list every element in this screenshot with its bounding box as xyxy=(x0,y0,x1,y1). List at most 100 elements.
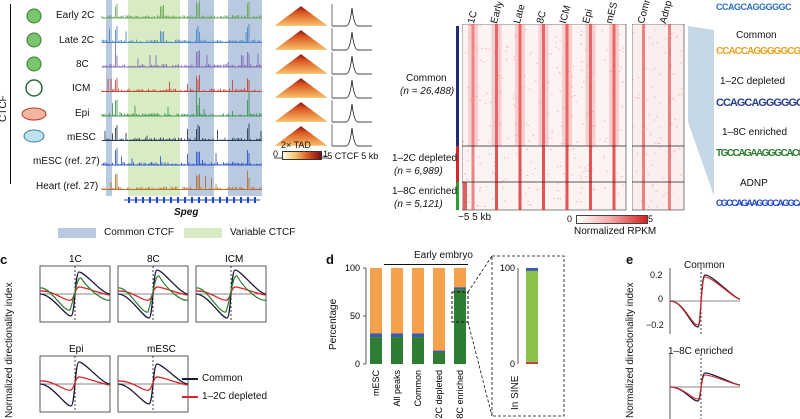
exon xyxy=(198,197,200,203)
bar-3-0 xyxy=(433,352,445,364)
heatmap-stripe-1 xyxy=(495,24,498,210)
bar-label-4: 1–8C enriched xyxy=(455,370,465,419)
exon xyxy=(212,197,214,203)
tad-triangle-4 xyxy=(273,101,329,123)
heatmap-column-0: 1C xyxy=(466,9,480,25)
heatmap-x-axis: −5 5 kb xyxy=(458,212,492,223)
group-bar-depleted xyxy=(456,146,459,182)
ctcf-profile-0 xyxy=(332,7,372,27)
exon xyxy=(226,197,228,203)
bar-3-2 xyxy=(433,268,445,351)
tad-scale-label: 2× TAD xyxy=(281,140,311,150)
variable-ctcf-highlight xyxy=(128,0,180,196)
panel-e-ylabel: Normalized directionality index xyxy=(625,282,636,418)
tad-triangle-5 xyxy=(273,125,329,147)
heatmap-column-6: mESC xyxy=(604,0,621,25)
sine-ytick-1: 100 xyxy=(500,263,515,273)
mesc-colony-icon xyxy=(23,129,45,143)
stage-label-late-2c: Late 2C xyxy=(59,35,95,46)
bar-1-0 xyxy=(391,337,403,364)
panel-c: c Normalized directionality index 1C 8C IC… xyxy=(0,250,320,419)
ctcf-profile-5 xyxy=(332,127,372,147)
sine-bar-0 xyxy=(526,362,538,364)
stage-label-mesc-ref: mESC (ref. 27) xyxy=(33,156,100,167)
panel-e-plots xyxy=(669,268,741,419)
ctcf-profile-1 xyxy=(332,31,372,51)
stage-label-mesc: mESC xyxy=(67,132,96,143)
heatmap-stripe-4 xyxy=(565,24,569,210)
exon xyxy=(233,197,235,203)
exon xyxy=(149,197,151,203)
stage-label-icm: ICM xyxy=(72,83,91,94)
tad-heatmaps xyxy=(273,5,329,159)
adnp-heatmap xyxy=(632,24,685,211)
panel-e-ytick-bottom: −0.2 xyxy=(646,320,664,330)
adnp-column-0: Common xyxy=(636,0,653,25)
binding-heatmap xyxy=(462,24,627,211)
heatmap-column-4: ICM xyxy=(558,4,574,25)
common-ctcf-highlight-1 xyxy=(188,0,214,196)
heatmap-stripe-5 xyxy=(589,24,592,210)
exon xyxy=(163,197,165,203)
exon xyxy=(135,197,137,203)
motif-label-enriched: 1–8C enriched xyxy=(722,127,788,138)
ctcf-profile-3 xyxy=(332,79,372,99)
stage-label-heart-ref: Heart (ref. 27) xyxy=(36,181,99,192)
group-bar-enriched xyxy=(456,182,459,210)
tad-triangle-0 xyxy=(273,5,329,27)
ctcf-side-label: CTCF xyxy=(0,95,9,122)
profile-axis-label: −5 CTCF 5 kb xyxy=(322,151,379,161)
gene-label: Speg xyxy=(174,207,199,218)
panel-d: d Percentage Early embryo 0 50 100 mESC All … xyxy=(326,250,596,419)
panel-c-subtitle-4: mESC xyxy=(147,344,176,355)
motif-logo-common: CCACCAGGGGGCGC xyxy=(716,46,800,57)
bar-4-1 xyxy=(454,287,466,290)
bar-0-2 xyxy=(370,268,382,334)
panel-e-title-common: Common xyxy=(684,260,725,271)
motif-label-depleted: 1–2C depleted xyxy=(720,76,786,87)
legend-variable-swatch xyxy=(184,228,222,238)
adnp-column-1: Adnp xyxy=(658,0,675,25)
motif-logo-0: CCAGCAGGGGGC xyxy=(716,2,792,12)
icm-blastocyst-icon xyxy=(25,79,43,97)
directionality-plots: 1C 8C ICM Epi mESC xyxy=(39,254,267,413)
legend-c-common: Common xyxy=(202,373,243,384)
heatmap-column-3: 8C xyxy=(535,9,549,25)
exon xyxy=(219,197,221,203)
exon xyxy=(177,197,179,203)
exon xyxy=(184,197,186,203)
legend-common-label: Common CTCF xyxy=(104,227,175,238)
enriched-curve-2 xyxy=(195,275,267,313)
motif-logo-depleted: CCAGCAGGGGGC xyxy=(716,97,800,109)
rpkm-colorbar-label: Normalized RPKM xyxy=(574,226,657,237)
bar-label-1: All peaks xyxy=(392,370,402,407)
group-label-common: Common xyxy=(406,73,447,84)
stacked-bar-chart: 0 50 100 mESC All peaks Common 1–2C depleted 1–… xyxy=(345,255,565,419)
legend-common-swatch xyxy=(58,228,96,238)
legend-c-depleted: 1–2C depleted xyxy=(202,391,268,402)
ctcf-profile-4 xyxy=(332,103,372,123)
rpkm-colorbar-max: 5 xyxy=(648,214,654,224)
panel-e-title-enriched: 1–8C enriched xyxy=(668,346,734,357)
exon xyxy=(205,197,207,203)
group-bar-common xyxy=(456,26,459,146)
panel-d-ytick-1: 50 xyxy=(350,311,360,321)
panel-e-ytick-zero: 0 xyxy=(658,294,664,304)
early-2c-cell-icon xyxy=(26,8,42,24)
rpkm-colorbar xyxy=(576,215,648,224)
tad-triangle-1 xyxy=(273,29,329,51)
bar-label-2: Common xyxy=(413,370,423,407)
tad-triangle-2 xyxy=(273,53,329,75)
motif-logo-adnp: CGCCAGAAGGGCAGGCAGAT xyxy=(716,198,800,208)
motif-panel: CCAGCAGGGGGC Common CCACCAGGGGGCGC 1–2C … xyxy=(688,0,800,250)
common-ctcf-highlight-left xyxy=(106,0,112,196)
group-n-enriched: (n = 5,121) xyxy=(394,199,443,210)
exon xyxy=(170,197,172,203)
panel-c-subtitle-0: 1C xyxy=(69,254,82,265)
legend-variable-label: Variable CTCF xyxy=(230,227,296,238)
bar-3-1 xyxy=(433,350,445,353)
late-2c-cell-icon xyxy=(26,32,42,48)
bar-2-2 xyxy=(412,268,424,334)
panel-d-ytick-0: 0 xyxy=(355,359,360,369)
panel-c-ylabel: Normalized directionality index xyxy=(4,282,15,418)
